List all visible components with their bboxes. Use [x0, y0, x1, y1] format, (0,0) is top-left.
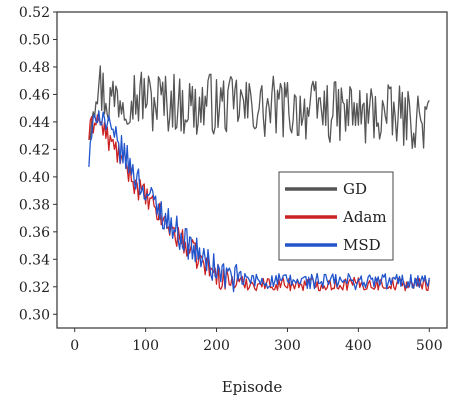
y-tick-label: 0.44 — [19, 115, 50, 131]
plot-frame — [56, 11, 448, 329]
series-line-msd — [88, 110, 430, 293]
legend-label-msd: MSD — [343, 236, 381, 254]
x-tick-label: 200 — [203, 338, 230, 354]
series-line-gd — [88, 65, 430, 149]
x-tick-label: 0 — [70, 338, 79, 354]
y-tick-label: 0.50 — [19, 32, 50, 48]
y-tick-label: 0.38 — [19, 197, 50, 213]
y-tick-label: 0.40 — [19, 170, 50, 186]
x-axis-title: Episode — [222, 378, 283, 396]
y-tick-label: 0.32 — [19, 280, 50, 296]
x-tick-label: 100 — [132, 338, 159, 354]
y-tick-label: 0.36 — [19, 225, 50, 241]
legend: GD Adam MSD — [278, 171, 394, 261]
y-axis-ticks: 0.30 0.32 0.34 0.36 0.38 0.40 0.42 0.44 0.46 0.48… — [19, 5, 57, 323]
legend-label-adam: Adam — [342, 208, 387, 226]
x-tick-label: 500 — [416, 338, 443, 354]
legend-label-gd: GD — [343, 180, 367, 198]
y-tick-label: 0.52 — [19, 5, 50, 21]
x-tick-label: 300 — [274, 338, 301, 354]
y-tick-label: 0.34 — [19, 252, 50, 268]
y-tick-label: 0.48 — [19, 60, 50, 76]
series-layer — [88, 65, 430, 293]
x-axis-ticks: 0 100 200 300 400 500 — [70, 328, 443, 354]
y-tick-label: 0.42 — [19, 142, 50, 158]
x-tick-label: 400 — [345, 338, 372, 354]
series-line-adam — [88, 114, 430, 292]
y-tick-label: 0.30 — [19, 307, 50, 323]
y-tick-label: 0.46 — [19, 87, 50, 103]
